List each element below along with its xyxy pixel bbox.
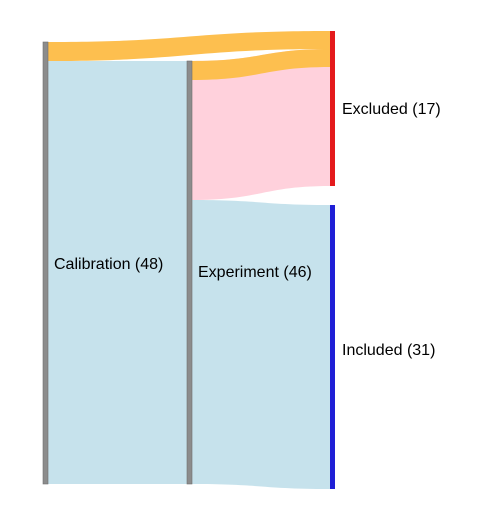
node-calibration xyxy=(42,41,49,485)
label-included: Included (31) xyxy=(342,342,435,359)
label-excluded: Excluded (17) xyxy=(342,101,441,118)
sankey-links xyxy=(47,31,331,489)
node-excluded xyxy=(330,31,335,186)
sankey-labels: Calibration (48) Experiment (46) Exclude… xyxy=(54,101,441,359)
link-calibration-excluded-secondary xyxy=(192,49,331,80)
label-calibration: Calibration (48) xyxy=(54,256,163,273)
node-experiment xyxy=(186,60,193,485)
sankey-nodes xyxy=(42,31,335,489)
label-experiment: Experiment (46) xyxy=(198,264,312,281)
node-included xyxy=(330,205,335,489)
link-calibration-excluded xyxy=(47,31,331,61)
link-experiment-included xyxy=(192,200,331,489)
link-experiment-excluded xyxy=(192,49,331,200)
link-calibration-experiment xyxy=(47,61,188,484)
